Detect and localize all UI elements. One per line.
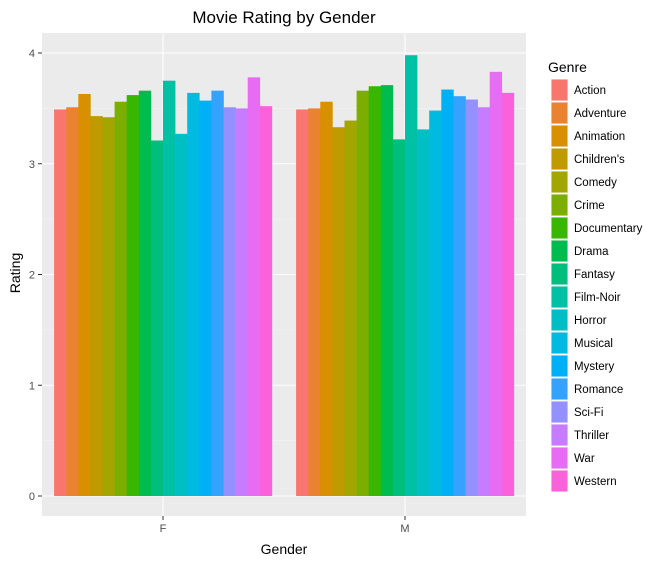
bar-action-m	[296, 109, 309, 497]
bar-horror-m	[417, 129, 430, 497]
bar-crime-m	[356, 90, 369, 496]
y-tick-label: 1	[29, 380, 35, 392]
legend-key-comedy	[551, 171, 568, 193]
bar-adventure-m	[308, 108, 321, 496]
legend: Action Adventure Animation Children's Comedy…	[551, 79, 643, 492]
legend-key-thriller	[551, 424, 568, 446]
bar-horror-f	[175, 133, 188, 496]
bar-comedy-f	[102, 117, 115, 497]
legend-key-drama	[551, 240, 568, 262]
bar-animation-m	[320, 101, 333, 496]
bar-mystery-m	[441, 89, 454, 497]
bar-romance-f	[211, 90, 224, 496]
bar-film-noir-m	[405, 55, 418, 497]
legend-label-adventure: Adventure	[574, 108, 626, 120]
bar-war-f	[247, 77, 261, 497]
bar-drama-f	[138, 90, 152, 496]
bar-fantasy-f	[150, 140, 164, 496]
bar-sci-fi-m	[465, 99, 478, 496]
x-tick-label-m: M	[400, 523, 409, 535]
legend-label-crime: Crime	[574, 200, 605, 212]
legend-label-mystery: Mystery	[574, 361, 615, 373]
bar-thriller-m	[477, 107, 490, 496]
legend-key-fantasy	[551, 263, 568, 285]
legend-key-documentary	[551, 217, 568, 239]
legend-key-crime	[551, 194, 568, 216]
legend-label-fantasy: Fantasy	[574, 269, 615, 281]
legend-key-mystery	[551, 355, 568, 377]
legend-key-film-noir	[551, 286, 568, 308]
bar-children-s-f	[90, 116, 103, 496]
bar-film-noir-f	[163, 80, 176, 496]
legend-key-romance	[551, 378, 568, 400]
bar-animation-f	[78, 93, 91, 496]
x-axis-title: Gender	[261, 541, 308, 557]
legend-label-drama: Drama	[574, 246, 609, 258]
legend-key-war	[551, 447, 568, 469]
bar-war-m	[489, 71, 503, 496]
bar-children-s-m	[332, 127, 345, 496]
legend-label-romance: Romance	[574, 384, 623, 396]
bar-documentary-f	[126, 95, 140, 497]
bar-mystery-f	[199, 100, 212, 496]
legend-title: Genre	[548, 59, 587, 75]
legend-label-horror: Horror	[574, 315, 607, 327]
y-tick-label: 3	[29, 159, 35, 171]
legend-label-comedy: Comedy	[574, 177, 617, 189]
legend-label-western: Western	[574, 476, 617, 488]
chart-title: Movie Rating by Gender	[192, 8, 376, 27]
bar-documentary-m	[368, 86, 382, 496]
legend-label-action: Action	[574, 85, 606, 97]
legend-key-adventure	[551, 102, 568, 124]
y-tick-label: 4	[29, 48, 35, 60]
bar-drama-m	[380, 85, 394, 497]
x-tick-label-f: F	[160, 523, 167, 535]
bar-adventure-f	[66, 107, 79, 496]
bar-western-m	[501, 92, 515, 497]
bar-thriller-f	[235, 108, 248, 496]
legend-label-children-s: Children's	[574, 154, 625, 166]
y-tick-label: 2	[29, 270, 35, 282]
bars	[54, 55, 515, 497]
y-tick-label: 0	[29, 491, 35, 503]
bar-sci-fi-f	[223, 107, 236, 496]
legend-label-film-noir: Film-Noir	[574, 292, 621, 304]
bar-fantasy-m	[392, 139, 406, 496]
legend-key-western	[551, 470, 568, 492]
bar-comedy-m	[344, 120, 357, 497]
bar-musical-m	[429, 110, 442, 496]
legend-label-documentary: Documentary	[574, 223, 643, 235]
y-axis-title: Rating	[7, 253, 23, 293]
legend-label-animation: Animation	[574, 131, 625, 143]
legend-key-horror	[551, 309, 568, 331]
bar-musical-f	[187, 92, 200, 497]
legend-label-thriller: Thriller	[574, 430, 609, 442]
legend-label-war: War	[574, 453, 595, 465]
legend-key-animation	[551, 125, 568, 147]
legend-key-children-s	[551, 148, 568, 170]
legend-key-musical	[551, 332, 568, 354]
legend-label-musical: Musical	[574, 338, 613, 350]
bar-crime-f	[114, 101, 127, 496]
bar-western-f	[259, 106, 273, 496]
legend-key-sci-fi	[551, 401, 568, 423]
legend-label-sci-fi: Sci-Fi	[574, 407, 603, 419]
y-axis: 0 1 2 3 4	[29, 48, 42, 503]
legend-key-action	[551, 79, 568, 101]
bar-action-f	[54, 109, 67, 497]
bar-romance-m	[453, 96, 466, 496]
